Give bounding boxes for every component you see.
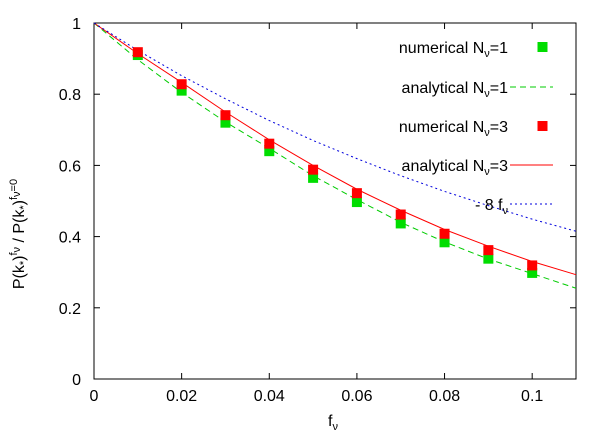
y-tick-label: 0 — [72, 372, 81, 389]
series-group — [93, 22, 577, 289]
data-point-2 — [264, 138, 275, 149]
data-point-0 — [220, 117, 231, 128]
data-point-0 — [395, 218, 406, 229]
x-tick-label: 0 — [90, 388, 99, 405]
legend-marker-2 — [537, 121, 548, 131]
data-point-0 — [527, 267, 538, 278]
legend-label-0: numerical Nν=1 — [399, 40, 508, 60]
data-point-2 — [395, 209, 406, 220]
legend-label-4: - 8 fν — [475, 197, 509, 217]
data-point-0 — [351, 197, 362, 208]
data-point-2 — [176, 79, 187, 90]
legend-marker-0 — [537, 42, 548, 52]
plot-frame — [93, 22, 577, 380]
data-point-2 — [439, 228, 450, 239]
data-point-2 — [483, 245, 494, 256]
series-line-1 — [93, 22, 577, 289]
data-point-0 — [439, 237, 450, 248]
data-point-2 — [132, 47, 143, 58]
series-line-3 — [93, 22, 577, 276]
y-axis-label: P(k*)fν / P(k*)fν=0 — [8, 179, 30, 289]
y-tick-label: 0.2 — [59, 301, 81, 318]
data-point-0 — [483, 253, 494, 264]
data-point-0 — [308, 172, 319, 183]
legend-label-2: numerical Nν=3 — [399, 119, 508, 139]
data-point-2 — [308, 164, 319, 175]
data-point-0 — [264, 146, 275, 157]
x-tick-label: 0.06 — [341, 388, 372, 405]
plot-area — [93, 22, 577, 380]
y-tick-label: 1 — [72, 16, 81, 33]
x-tick-label: 0.04 — [254, 388, 285, 405]
data-point-0 — [176, 85, 187, 96]
legend-label-1: analytical Nν=1 — [402, 80, 509, 100]
y-tick-label: 0.6 — [59, 158, 81, 175]
x-tick-label: 0.1 — [521, 388, 543, 405]
x-axis-label: fν — [328, 413, 338, 433]
x-tick-label: 0.02 — [166, 388, 197, 405]
legend-label-3: analytical Nν=3 — [402, 158, 509, 178]
data-point-2 — [527, 260, 538, 271]
data-point-2 — [351, 188, 362, 199]
axis-ticks: 0 0.02 0.04 0.06 0.08 0.1 0 0.2 0.4 0.6 0.8 1 — [59, 16, 576, 405]
data-point-2 — [220, 110, 231, 121]
y-tick-label: 0.8 — [59, 87, 81, 104]
legend: numerical Nν=1 analytical Nν=1 numerical N… — [399, 40, 553, 217]
x-tick-label: 0.08 — [429, 388, 460, 405]
y-tick-label: 0.4 — [59, 230, 81, 247]
